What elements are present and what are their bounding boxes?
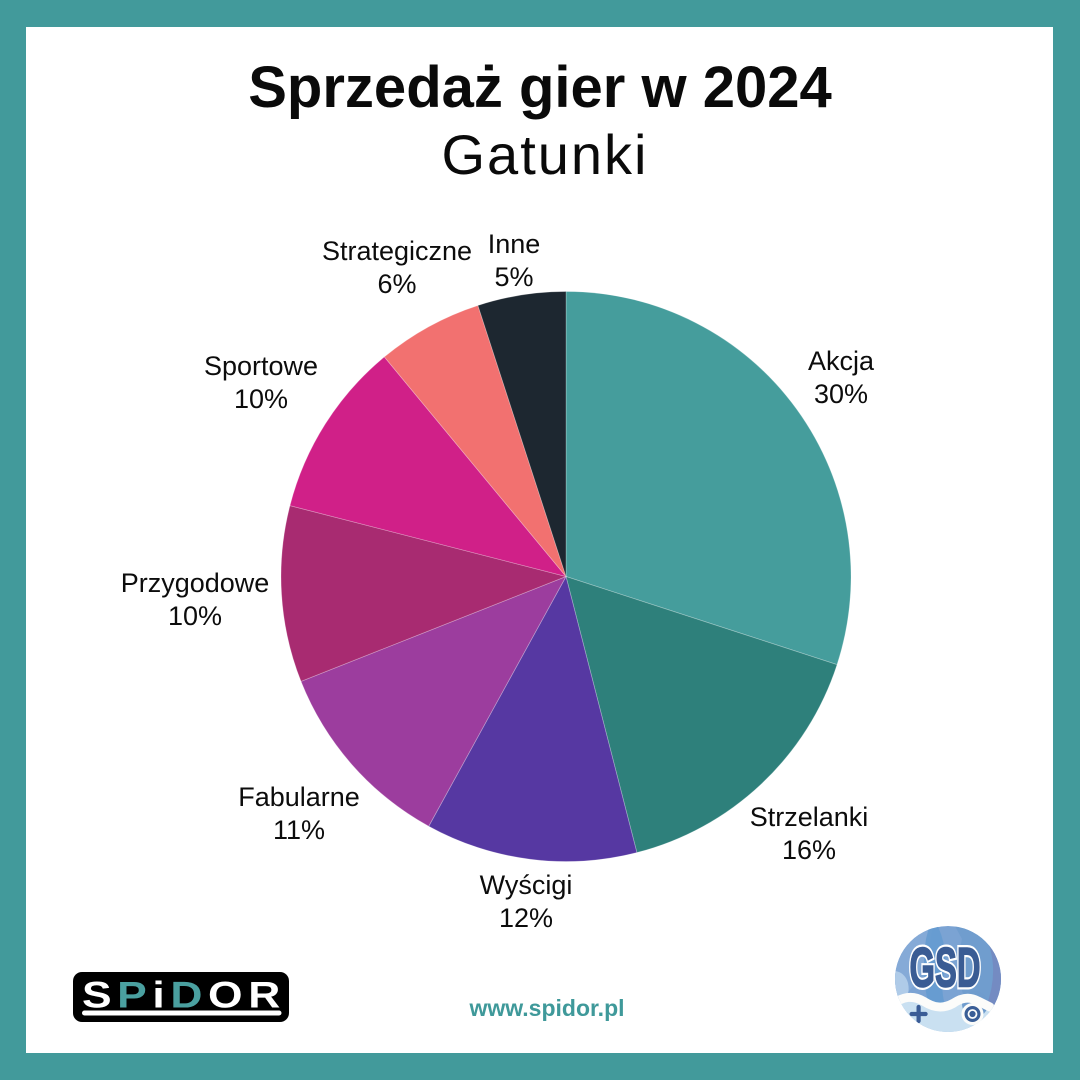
- svg-text:S: S: [82, 974, 112, 1016]
- svg-text:GSD: GSD: [910, 936, 981, 998]
- svg-text:D: D: [170, 974, 202, 1016]
- svg-text:O: O: [208, 974, 243, 1016]
- svg-text:P: P: [117, 974, 147, 1016]
- svg-text:GSD: GSD: [910, 936, 981, 998]
- svg-text:R: R: [248, 974, 280, 1016]
- svg-text:i: i: [152, 974, 164, 1016]
